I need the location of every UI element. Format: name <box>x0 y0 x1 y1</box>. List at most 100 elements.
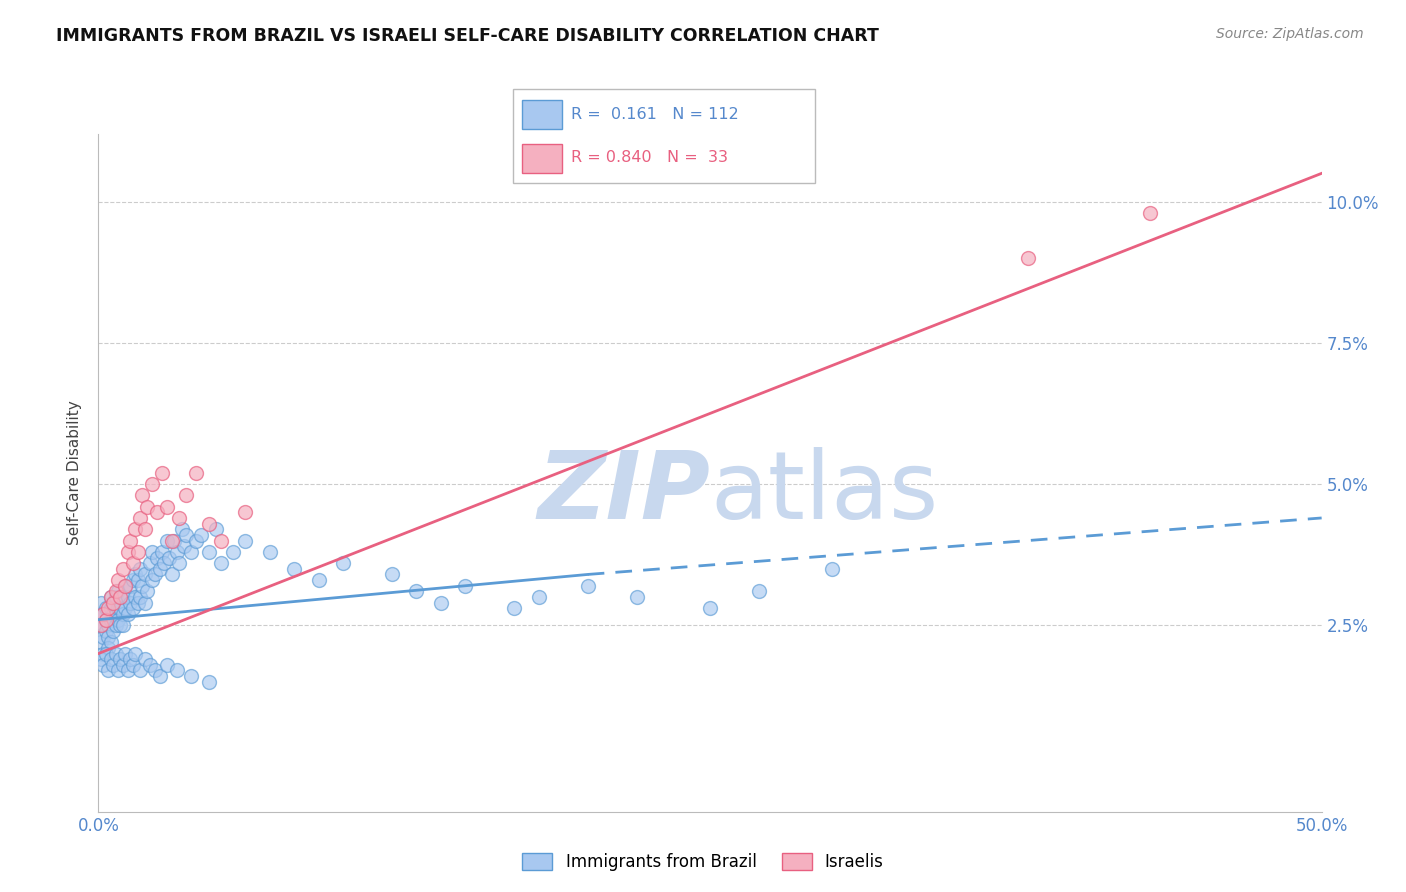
Point <box>121 573 143 587</box>
Point <box>110 618 132 632</box>
Point <box>97 640 120 655</box>
Point <box>821 562 844 576</box>
Point <box>190 528 212 542</box>
Point <box>91 657 114 672</box>
Point <box>94 624 117 638</box>
Text: atlas: atlas <box>710 447 938 539</box>
Point <box>129 590 152 604</box>
Point <box>97 630 120 644</box>
Point <box>90 618 112 632</box>
Point <box>197 674 219 689</box>
Point <box>90 635 112 649</box>
Point <box>134 652 156 666</box>
Text: Source: ZipAtlas.com: Source: ZipAtlas.com <box>1216 27 1364 41</box>
Text: R =  0.161   N = 112: R = 0.161 N = 112 <box>571 107 738 122</box>
Point <box>110 601 132 615</box>
Point <box>101 596 124 610</box>
Point <box>91 607 114 621</box>
Y-axis label: Self-Care Disability: Self-Care Disability <box>66 401 82 545</box>
Point <box>120 579 142 593</box>
Point <box>127 596 149 610</box>
Point <box>381 567 404 582</box>
Point <box>430 596 453 610</box>
Point <box>111 590 134 604</box>
Point <box>101 607 124 621</box>
Point <box>139 657 162 672</box>
Text: ZIP: ZIP <box>537 447 710 539</box>
Point <box>131 488 153 502</box>
Point <box>107 664 129 678</box>
Point <box>124 590 146 604</box>
Point <box>141 477 163 491</box>
Point <box>117 607 139 621</box>
Text: IMMIGRANTS FROM BRAZIL VS ISRAELI SELF-CARE DISABILITY CORRELATION CHART: IMMIGRANTS FROM BRAZIL VS ISRAELI SELF-C… <box>56 27 879 45</box>
Point <box>149 562 172 576</box>
FancyBboxPatch shape <box>513 89 815 183</box>
Point <box>1139 206 1161 220</box>
Point <box>110 590 132 604</box>
Point <box>332 556 354 570</box>
Point <box>107 613 129 627</box>
Point <box>129 562 152 576</box>
Point <box>91 607 114 621</box>
Point <box>94 613 117 627</box>
Point <box>91 630 114 644</box>
Point <box>699 601 721 615</box>
Point <box>121 657 143 672</box>
Text: R = 0.840   N =  33: R = 0.840 N = 33 <box>571 150 728 165</box>
Point <box>104 618 127 632</box>
Point <box>197 545 219 559</box>
Point <box>94 601 117 615</box>
Point <box>91 618 114 632</box>
Point <box>576 579 599 593</box>
Point <box>222 545 245 559</box>
Point <box>117 590 139 604</box>
Point <box>100 590 122 604</box>
Point <box>209 556 232 570</box>
Point <box>117 664 139 678</box>
Point <box>170 522 193 536</box>
Point <box>167 556 190 570</box>
Point <box>90 618 112 632</box>
Point <box>156 657 179 672</box>
Point <box>114 579 136 593</box>
Point <box>527 590 550 604</box>
FancyBboxPatch shape <box>522 144 561 173</box>
Point <box>107 584 129 599</box>
Point <box>97 664 120 678</box>
Point <box>129 511 152 525</box>
Point <box>111 562 134 576</box>
Point <box>197 516 219 531</box>
Point <box>124 567 146 582</box>
Point <box>163 533 186 548</box>
Point <box>134 596 156 610</box>
Point <box>259 545 281 559</box>
Point <box>160 533 183 548</box>
Point <box>114 647 136 661</box>
Point <box>111 657 134 672</box>
Point <box>283 562 305 576</box>
Point <box>186 466 208 480</box>
Point <box>156 500 179 514</box>
Point <box>176 488 198 502</box>
Point <box>97 601 120 615</box>
Point <box>205 522 228 536</box>
Point <box>141 573 163 587</box>
Point <box>153 556 176 570</box>
Point <box>100 590 122 604</box>
Point <box>114 579 136 593</box>
Point <box>127 573 149 587</box>
Point <box>90 652 112 666</box>
Point <box>90 607 112 621</box>
Point <box>90 596 112 610</box>
Point <box>100 652 122 666</box>
Point <box>156 533 179 548</box>
Point <box>101 657 124 672</box>
Point <box>136 500 159 514</box>
Point <box>120 652 142 666</box>
Point <box>107 601 129 615</box>
Point <box>167 511 190 525</box>
Point <box>136 584 159 599</box>
Point <box>100 613 122 627</box>
Point <box>160 567 183 582</box>
